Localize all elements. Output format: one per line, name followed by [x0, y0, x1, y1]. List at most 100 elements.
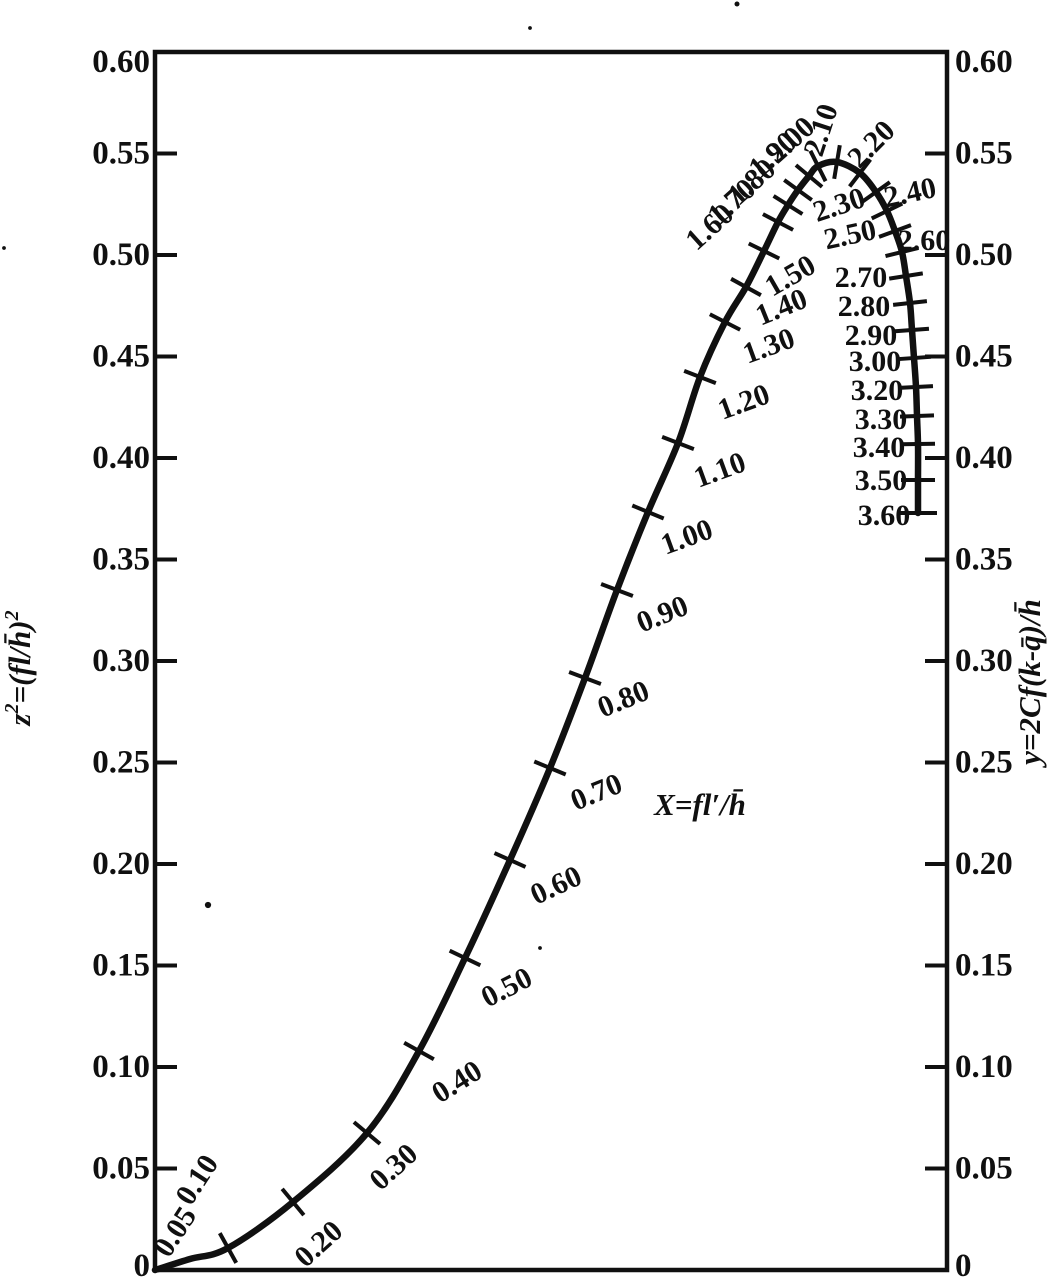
curve-tick: [848, 158, 872, 188]
left-axis-tick-label: 0.05: [92, 1151, 150, 1187]
curve-tick: [896, 354, 932, 362]
curve-tick-label: 0.80: [593, 674, 654, 724]
curve-tick: [747, 241, 781, 261]
curve-tick: [898, 384, 934, 390]
curve-tick: [568, 670, 602, 686]
right-axis-tick-label: 0.30: [955, 643, 1013, 679]
ink-speck: [528, 26, 532, 30]
right-axis-tick-label: 0.15: [955, 948, 1013, 984]
right-axis-title: y=2Cf(k-q̄)/h̄: [1012, 599, 1047, 769]
curve-parameter-annotation: X=fl′/h̄: [653, 787, 746, 822]
curve-tick: [448, 948, 482, 968]
left-axis-title-sup: 2: [1, 704, 23, 715]
left-axis-tick-label: 0.30: [92, 643, 150, 679]
right-axis-tick-label: 0.45: [955, 339, 1013, 375]
curve-tick: [708, 312, 742, 332]
curve-tick-label: 3.40: [853, 431, 906, 464]
curve-tick-label: 0.50: [476, 961, 538, 1014]
curve-tick-label: 1.20: [713, 378, 774, 427]
curve-tick: [878, 223, 912, 239]
curve-tick: [600, 582, 634, 598]
curve-tick: [683, 368, 717, 386]
right-axis-tick-label: 0.35: [955, 542, 1013, 578]
curve-tick: [885, 246, 919, 258]
curve-tick-label: 0.40: [426, 1054, 488, 1110]
curve-tick-label: 0.60: [525, 859, 587, 911]
left-axis-title-var: z: [2, 714, 37, 727]
curve: [151, 144, 937, 1274]
right-axis-tick-label: 0.10: [955, 1049, 1013, 1085]
curve-tick: [808, 149, 828, 183]
curve-tick: [762, 212, 794, 232]
curve-tick: [772, 194, 804, 216]
right-axis-tick-label: 0.55: [955, 136, 1013, 172]
curve-tick: [280, 1187, 306, 1217]
left-axis-tick-label: 0.15: [92, 948, 150, 984]
left-axis-tick-label: 0.50: [92, 237, 150, 273]
curve-tick: [661, 435, 695, 451]
curve-tick: [730, 277, 762, 297]
curve-tick-label: 0.90: [632, 589, 693, 639]
right-axis-tick-label: 0.25: [955, 745, 1013, 781]
axis-ticks-and-labels: 0.60 0.60 0.55 0.55 0.50 0.50 0.45 0.45 0.40 0.40…: [92, 44, 1013, 1280]
curve-tick-label: 1.10: [689, 446, 750, 495]
right-axis-tick-label: 0: [955, 1248, 972, 1280]
curve-tick-label: 3.50: [855, 464, 908, 497]
curve-tick-label: 3.60: [858, 499, 911, 532]
left-axis-tick-label: 0.25: [92, 745, 150, 781]
curve-tick: [794, 163, 824, 189]
left-axis-tick-label: 0.20: [92, 846, 150, 882]
curve-tick-label: 2.70: [835, 261, 888, 294]
curve-tick: [832, 144, 842, 180]
right-axis-title-text: y=2Cf(k-q̄)/h̄: [1012, 599, 1047, 769]
right-axis-tick-label: 0.40: [955, 440, 1013, 476]
left-axis-tick-label: 0.35: [92, 542, 150, 578]
curve-path: [151, 158, 922, 1274]
left-axis-tick-label: 0: [134, 1248, 151, 1280]
ink-speck: [204, 901, 212, 909]
curve-tick-label: 2.60: [898, 224, 951, 257]
left-axis-tick-label: 0.45: [92, 339, 150, 375]
curve-tick-label: 2.80: [838, 290, 891, 323]
curve-tick: [218, 1232, 238, 1264]
curve-tick: [892, 299, 928, 307]
curve-tick: [783, 178, 813, 202]
curve-tick: [352, 1120, 382, 1146]
right-axis-tick-label: 0.60: [955, 44, 1013, 80]
curve-tick: [860, 180, 892, 204]
left-axis-tick-label: 0.10: [92, 1049, 150, 1085]
scan-noise-specks: [2, 1, 740, 950]
left-axis-tick-label: 0.40: [92, 440, 150, 476]
curve-tick-label: 2.40: [881, 171, 939, 214]
right-axis-tick-label: 0.05: [955, 1151, 1013, 1187]
curve-tick: [900, 441, 936, 447]
curve-tick-label: 3.00: [849, 345, 902, 378]
curve-tick-label: 1.00: [656, 513, 717, 562]
curve-tick: [493, 851, 527, 869]
left-axis-tick-label: 0.60: [92, 44, 150, 80]
left-axis-title-body: =(fl/h̄): [2, 620, 37, 703]
curve-tick: [403, 1040, 435, 1062]
curve-tick-label: 0.70: [566, 767, 627, 817]
curve-tick: [894, 326, 930, 334]
curve-tick: [888, 271, 924, 281]
right-axis-tick-label: 0.50: [955, 237, 1013, 273]
curve-value-labels: 0.050.100.200.300.400.500.600.700.800.90…: [147, 100, 950, 1274]
curve-tick-label: 3.30: [855, 403, 908, 436]
ink-speck: [538, 946, 542, 950]
right-axis-tick-label: 0.20: [955, 846, 1013, 882]
curve-tick: [533, 759, 567, 777]
ink-speck: [734, 1, 740, 7]
ink-speck: [2, 246, 6, 250]
left-axis-title: z2=(fl/h̄)2: [1, 610, 37, 726]
curve-tick: [631, 503, 665, 521]
curve-tick-label: 2.90: [845, 319, 898, 352]
left-axis-title-sup2: 2: [1, 610, 23, 621]
curve-tick-label: 0.30: [363, 1137, 424, 1197]
curve-tick-label: 3.20: [851, 374, 904, 407]
curve-tick: [899, 413, 935, 419]
left-axis-tick-label: 0.55: [92, 136, 150, 172]
curve-tick-label: 0.10: [169, 1149, 225, 1211]
